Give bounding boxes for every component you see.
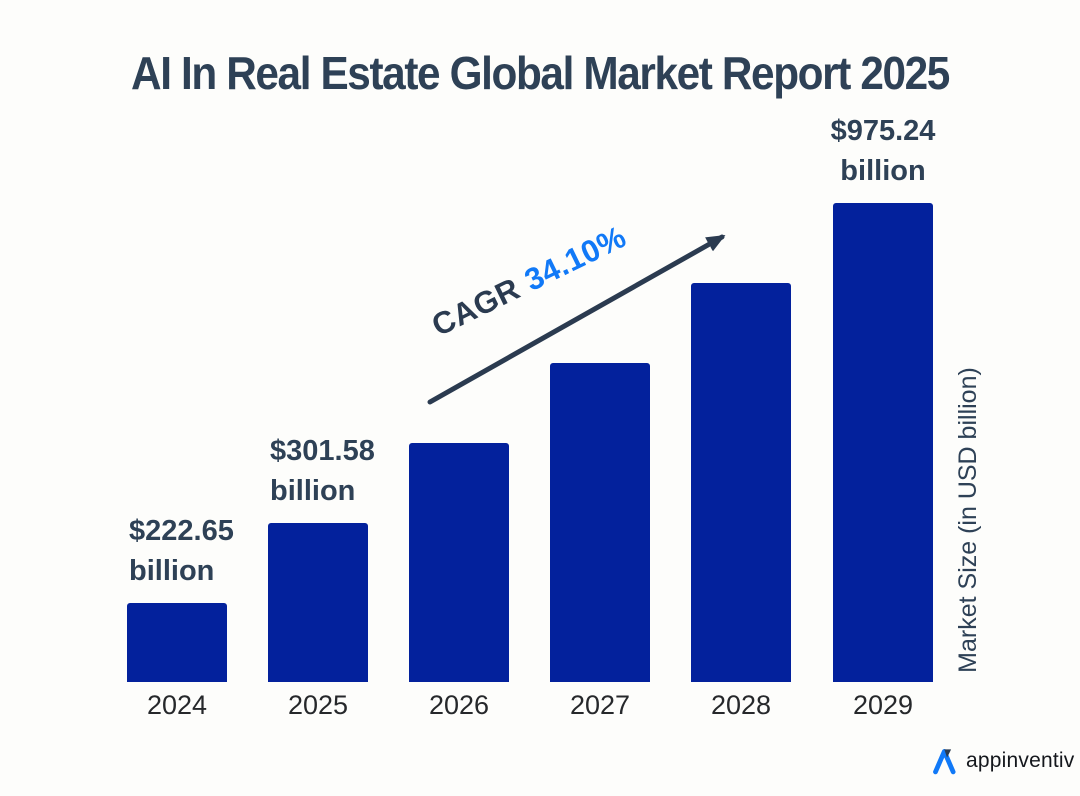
bar-column: 2027 <box>550 363 650 720</box>
bar <box>268 523 368 682</box>
appinventiv-logo-icon <box>933 749 956 775</box>
bar-value-line2: billion <box>270 475 356 507</box>
bar-value-label: $301.58 billion <box>270 431 375 511</box>
bar-column: 2028 <box>691 283 791 720</box>
bar-column: 2026 <box>409 443 509 720</box>
bar-column: $301.58 billion 2025 <box>268 435 375 720</box>
y-axis-label: Market Size (in USD billion) <box>954 367 982 673</box>
bar-value-line1: $301.58 <box>270 435 375 467</box>
bar <box>550 363 650 682</box>
bar-value-line2: billion <box>129 555 215 587</box>
chart-title: AI In Real Estate Global Market Report 2… <box>131 47 950 99</box>
bar-value-line1: $222.65 <box>129 515 234 547</box>
x-axis-label: 2027 <box>569 690 631 720</box>
bar-column: $975.24 billion 2029 <box>831 115 936 720</box>
bar-value-label: $975.24 billion <box>831 111 936 191</box>
brand-logo: appinventiv <box>930 746 1074 776</box>
appinventiv-logo-text: appinventiv <box>966 749 1075 772</box>
x-axis-label: 2025 <box>287 690 349 720</box>
x-axis-label: 2029 <box>852 690 914 720</box>
x-axis-label: 2026 <box>428 690 490 720</box>
bar-value-label: $222.65 billion <box>129 511 234 591</box>
bar-column: $222.65 billion 2024 <box>127 515 234 720</box>
bar-value-line1: $975.24 <box>830 115 936 147</box>
bar <box>691 283 791 682</box>
bar <box>409 443 509 682</box>
bar-value-line2: billion <box>840 155 926 187</box>
x-axis-label: 2024 <box>146 690 208 720</box>
bar <box>833 203 933 682</box>
bar <box>127 603 227 682</box>
x-axis-label: 2028 <box>710 690 772 720</box>
